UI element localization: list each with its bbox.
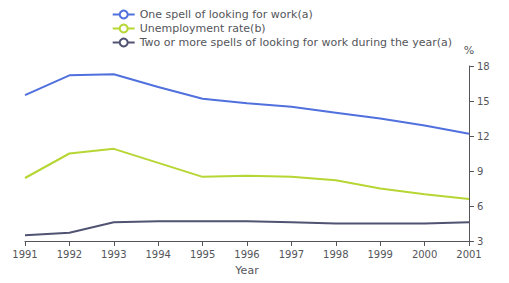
svg-text:15: 15	[477, 96, 490, 107]
svg-text:1994: 1994	[145, 249, 170, 260]
svg-text:1993: 1993	[101, 249, 126, 260]
svg-text:1992: 1992	[57, 249, 82, 260]
svg-text:3: 3	[477, 236, 483, 247]
svg-text:1999: 1999	[367, 249, 392, 260]
svg-text:1991: 1991	[12, 249, 37, 260]
svg-text:12: 12	[477, 131, 490, 142]
svg-text:2001: 2001	[456, 249, 481, 260]
svg-text:One spell of looking for work(: One spell of looking for work(a)	[140, 8, 313, 21]
svg-text:Two or more spells of looking: Two or more spells of looking for work d…	[139, 36, 452, 49]
svg-text:1995: 1995	[190, 249, 215, 260]
svg-text:1997: 1997	[279, 249, 304, 260]
svg-text:1996: 1996	[234, 249, 259, 260]
svg-text:2000: 2000	[412, 249, 437, 260]
svg-text:9: 9	[477, 166, 483, 177]
svg-text:1998: 1998	[323, 249, 348, 260]
svg-text:Year: Year	[234, 264, 259, 277]
svg-text:%: %	[464, 44, 474, 57]
svg-text:Unemployment rate(b): Unemployment rate(b)	[140, 22, 266, 35]
svg-text:18: 18	[477, 61, 490, 72]
svg-text:6: 6	[477, 201, 483, 212]
